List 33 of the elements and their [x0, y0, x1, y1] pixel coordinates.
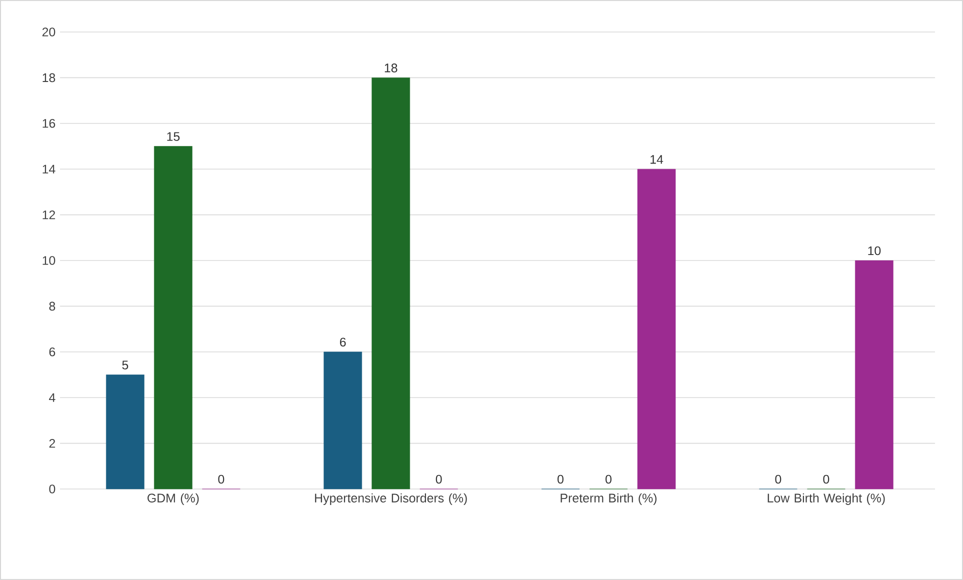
x-tick-label: Hypertensive Disorders (%): [315, 493, 467, 505]
y-tick-label: 18: [42, 73, 56, 82]
y-tick-label: 4: [49, 393, 56, 402]
data-label: 5: [122, 360, 128, 370]
data-label: 0: [218, 474, 224, 484]
x-tick-label: Low Birth Weight (%): [768, 493, 885, 505]
bar: [324, 352, 362, 490]
data-label: 0: [436, 474, 442, 484]
data-label: 6: [340, 338, 346, 347]
y-tick-label: 12: [42, 210, 56, 220]
y-tick-label: 6: [49, 347, 56, 356]
data-label: 14: [650, 155, 664, 164]
x-tick-label: GDM (%): [148, 493, 199, 505]
data-label: 0: [558, 474, 564, 484]
x-tick-label: Preterm Birth (%): [560, 493, 657, 505]
bar: [372, 78, 410, 490]
y-tick-label: 20: [42, 28, 56, 36]
y-tick-label: 10: [42, 256, 56, 265]
y-tick-label: 16: [42, 118, 56, 128]
data-label: 10: [868, 246, 881, 256]
y-tick-label: 8: [49, 302, 56, 311]
bar: [106, 374, 144, 490]
bar: [637, 168, 676, 490]
bar: [154, 146, 192, 490]
y-tick-label: 14: [42, 164, 56, 174]
data-label: 0: [775, 474, 782, 484]
y-tick-label: 0: [49, 484, 56, 494]
data-label: 0: [606, 474, 612, 484]
bar: [855, 260, 894, 490]
data-label: 15: [167, 132, 180, 141]
y-tick-label: 2: [49, 438, 56, 448]
data-label: 0: [823, 474, 830, 484]
data-label: 18: [384, 64, 398, 72]
